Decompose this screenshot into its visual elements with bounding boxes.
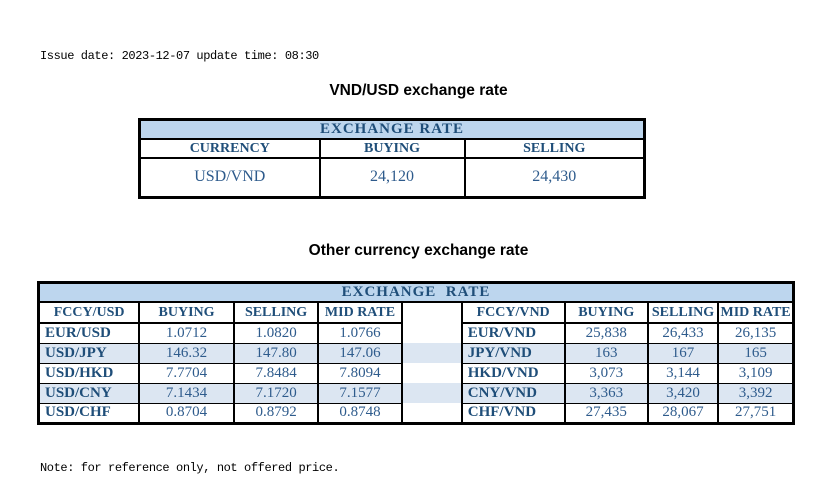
selling-cell: 1.0820 xyxy=(232,322,320,344)
mid-rate-cell: 7.1577 xyxy=(317,382,403,404)
currency-pair-cell: EUR/USD xyxy=(37,322,141,344)
buying-cell: 7.1434 xyxy=(138,382,235,404)
currency-pair-cell: USD/VND xyxy=(138,157,321,198)
selling-cell: 28,067 xyxy=(646,402,720,424)
buying-cell: 0.8704 xyxy=(138,402,235,424)
selling-cell: 167 xyxy=(646,342,720,364)
table-row: USD/VND 24,120 24,430 xyxy=(138,157,646,198)
table-row: USD/HKD 7.7704 7.8484 7.8094 HKD/VND 3,0… xyxy=(37,362,795,384)
selling-column-header: SELLING xyxy=(646,301,720,324)
spacer-cell xyxy=(400,323,463,343)
buying-cell: 7.7704 xyxy=(138,362,235,384)
table-row: USD/CNY 7.1434 7.1720 7.1577 CNY/VND 3,3… xyxy=(37,382,795,404)
other-currency-rate-table: EXCHANGE RATE FCCY/USD BUYING SELLING MI… xyxy=(37,281,795,425)
issue-date-text: Issue date: 2023-12-07 update time: 08:3… xyxy=(40,49,319,63)
mid-rate-column-header: MID RATE xyxy=(317,301,403,324)
currency-pair-cell: EUR/VND xyxy=(460,322,566,344)
currency-pair-cell: CHF/VND xyxy=(460,402,566,424)
spacer-cell xyxy=(400,343,463,363)
buying-cell: 1.0712 xyxy=(138,322,235,344)
mid-rate-cell: 7.8094 xyxy=(317,362,403,384)
buying-cell: 3,073 xyxy=(563,362,649,384)
selling-cell: 7.1720 xyxy=(232,382,320,404)
buying-column-header: BUYING xyxy=(563,301,649,324)
selling-column-header: SELLING xyxy=(232,301,320,324)
mid-rate-column-header: MID RATE xyxy=(717,301,795,324)
currency-pair-cell: HKD/VND xyxy=(460,362,566,384)
other-table-title: Other currency exchange rate xyxy=(308,242,529,259)
mid-rate-cell: 0.8748 xyxy=(317,402,403,424)
currency-pair-cell: JPY/VND xyxy=(460,342,566,364)
table-row: USD/CHF 0.8704 0.8792 0.8748 CHF/VND 27,… xyxy=(37,402,795,424)
mid-rate-cell: 3,109 xyxy=(717,362,795,384)
selling-cell: 147.80 xyxy=(232,342,320,364)
buying-column-header: BUYING xyxy=(138,301,235,324)
buying-column-header: BUYING xyxy=(318,138,466,159)
spacer-cell xyxy=(400,302,463,323)
spacer-cell xyxy=(400,403,463,423)
exchange-rate-band: EXCHANGE RATE xyxy=(37,281,795,303)
buying-cell: 25,838 xyxy=(563,322,649,344)
selling-cell: 3,144 xyxy=(646,362,720,384)
selling-cell: 26,433 xyxy=(646,322,720,344)
selling-column-header: SELLING xyxy=(463,138,646,159)
spacer-cell xyxy=(400,383,463,403)
selling-cell: 0.8792 xyxy=(232,402,320,424)
table-header-band-row: EXCHANGE RATE xyxy=(138,118,646,140)
table-row: EUR/USD 1.0712 1.0820 1.0766 EUR/VND 25,… xyxy=(37,322,795,344)
buying-cell: 24,120 xyxy=(318,157,466,198)
column-header-row: CURRENCY BUYING SELLING xyxy=(138,138,646,159)
buying-cell: 3,363 xyxy=(563,382,649,404)
currency-pair-cell: USD/HKD xyxy=(37,362,141,384)
table-row: USD/JPY 146.32 147.80 147.06 JPY/VND 163… xyxy=(37,342,795,364)
column-header-row: FCCY/USD BUYING SELLING MID RATE FCCY/VN… xyxy=(37,301,795,324)
currency-pair-cell: CNY/VND xyxy=(460,382,566,404)
currency-column-header: CURRENCY xyxy=(138,138,321,159)
spacer-cell xyxy=(400,363,463,383)
mid-rate-cell: 3,392 xyxy=(717,382,795,404)
mid-rate-cell: 1.0766 xyxy=(317,322,403,344)
currency-pair-cell: USD/CHF xyxy=(37,402,141,424)
note-text: Note: for reference only, not offered pr… xyxy=(40,461,340,475)
usd-table-title: VND/USD exchange rate xyxy=(329,82,508,99)
mid-rate-cell: 165 xyxy=(717,342,795,364)
selling-cell: 3,420 xyxy=(646,382,720,404)
selling-cell: 7.8484 xyxy=(232,362,320,384)
mid-rate-cell: 147.06 xyxy=(317,342,403,364)
exchange-rate-band: EXCHANGE RATE xyxy=(138,118,646,140)
mid-rate-cell: 27,751 xyxy=(717,402,795,424)
selling-cell: 24,430 xyxy=(463,157,646,198)
currency-pair-cell: USD/CNY xyxy=(37,382,141,404)
buying-cell: 27,435 xyxy=(563,402,649,424)
mid-rate-cell: 26,135 xyxy=(717,322,795,344)
currency-pair-cell: USD/JPY xyxy=(37,342,141,364)
fccy-vnd-column-header: FCCY/VND xyxy=(460,301,566,324)
buying-cell: 146.32 xyxy=(138,342,235,364)
table-header-band-row: EXCHANGE RATE xyxy=(37,281,795,303)
fccy-usd-column-header: FCCY/USD xyxy=(37,301,141,324)
usd-vnd-rate-table: EXCHANGE RATE CURRENCY BUYING SELLING US… xyxy=(138,118,646,199)
buying-cell: 163 xyxy=(563,342,649,364)
